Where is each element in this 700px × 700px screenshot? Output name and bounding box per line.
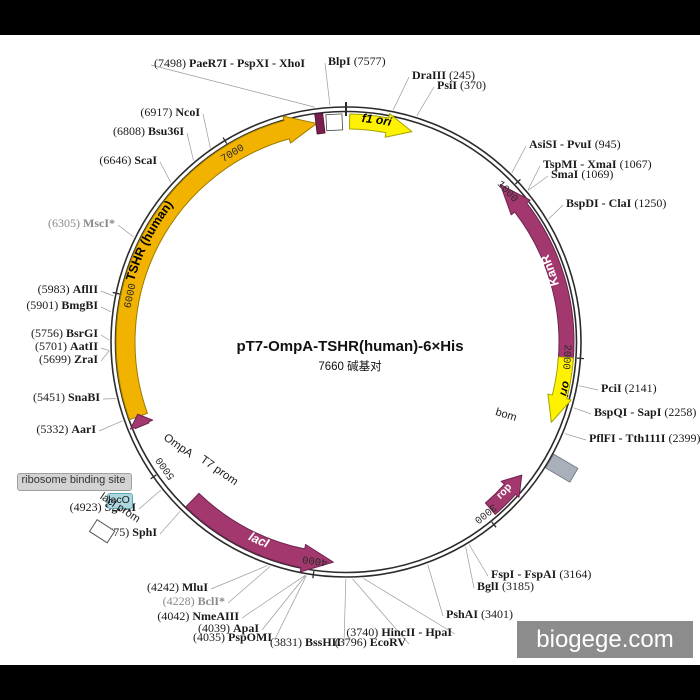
svg-text:TSHR (human): TSHR (human) [123,198,175,282]
